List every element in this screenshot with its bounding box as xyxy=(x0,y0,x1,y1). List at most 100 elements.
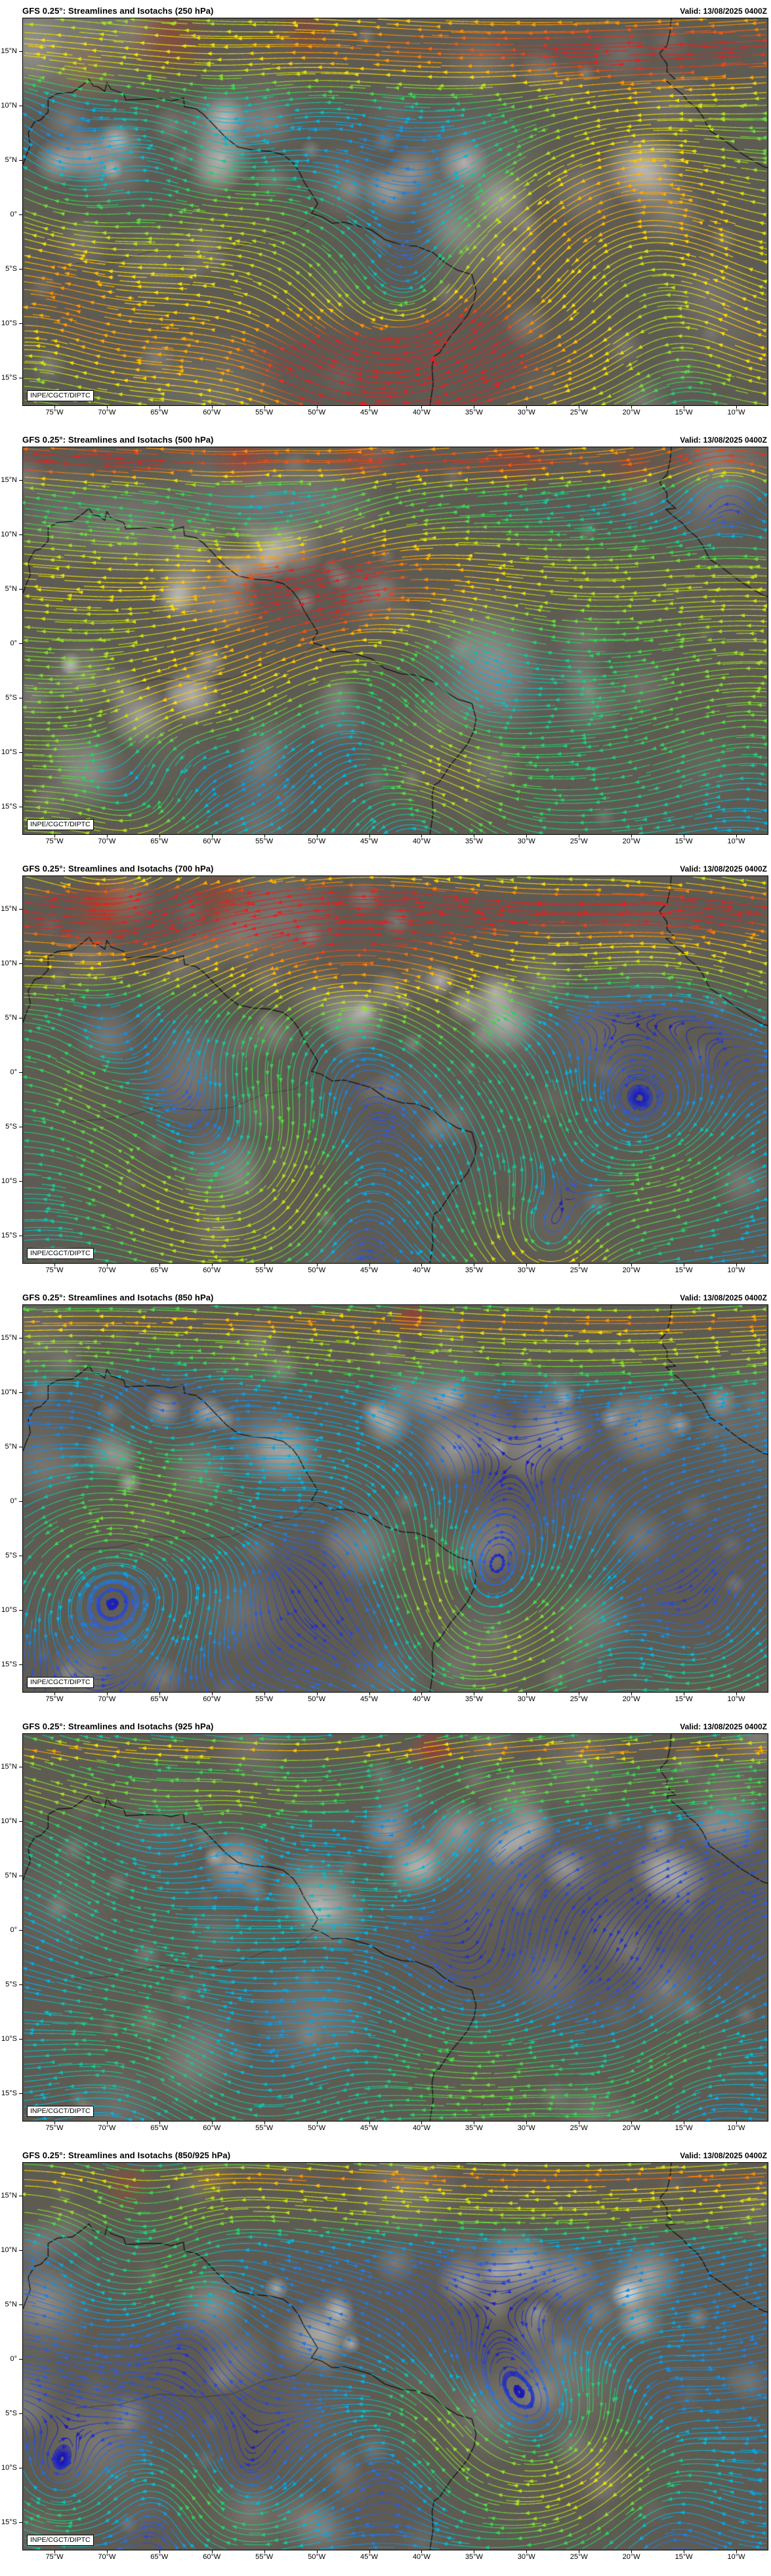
lat-tick xyxy=(19,2522,22,2524)
lon-tick xyxy=(159,1264,160,1266)
lon-tick xyxy=(54,406,55,409)
lon-tick-label: 20°W xyxy=(622,409,640,416)
map-canvas-925hpa xyxy=(22,1733,768,2122)
credit-badge: INPE/CGCT/DIPTC xyxy=(27,390,94,401)
lat-tick xyxy=(19,50,22,52)
lon-tick-label: 10°W xyxy=(727,2553,745,2561)
lon-tick xyxy=(106,1693,108,1695)
credit-badge: INPE/CGCT/DIPTC xyxy=(27,2106,94,2117)
lon-tick-label: 45°W xyxy=(360,2553,379,2561)
lon-tick xyxy=(211,2122,213,2124)
map-area: 15°N 10°N 5°N 0° 5°S 10°S 15°S INPE/CGCT/DIPTC… xyxy=(1,18,768,418)
lon-tick xyxy=(316,835,318,837)
map-frame: INPE/CGCT/DIPTC xyxy=(22,1304,768,1693)
lon-tick-label: 30°W xyxy=(517,2553,535,2561)
lon-tick xyxy=(316,2122,318,2124)
lat-tick-label: 10°S xyxy=(1,1606,17,1615)
lon-axis: 75°W 70°W 65°W 60°W 55°W 50°W 45°W 40°W 35°W 30°W… xyxy=(22,1693,768,1704)
lat-axis: 15°N 10°N 5°N 0° 5°S 10°S 15°S xyxy=(0,1733,22,2122)
lon-tick-label: 65°W xyxy=(150,837,169,845)
lon-tick xyxy=(736,406,738,409)
lon-tick xyxy=(54,2122,55,2124)
lon-tick xyxy=(631,1264,633,1266)
lat-tick-label: 5°S xyxy=(5,1981,17,1989)
lat-tick-label: 15°N xyxy=(1,1333,17,1342)
map-area: 15°N 10°N 5°N 0° 5°S 10°S 15°S INPE/CGCT/DIPTC… xyxy=(1,1733,768,2133)
map-area: 15°N 10°N 5°N 0° 5°S 10°S 15°S INPE/CGCT/DIPTC… xyxy=(1,1304,768,1704)
lon-axis: 75°W 70°W 65°W 60°W 55°W 50°W 45°W 40°W 35°W 30°W… xyxy=(22,835,768,847)
lon-tick-label: 20°W xyxy=(622,1695,640,1703)
panel-title: GFS 0.25°: Streamlines and Isotachs (850… xyxy=(22,1293,214,1302)
lon-tick xyxy=(264,2122,265,2124)
panel-title: GFS 0.25°: Streamlines and Isotachs (925… xyxy=(22,1721,214,1731)
lat-tick-label: 10°S xyxy=(1,2035,17,2043)
credit-badge: INPE/CGCT/DIPTC xyxy=(27,1248,94,1259)
lon-tick xyxy=(264,835,265,837)
lat-tick xyxy=(19,534,22,535)
lat-tick-label: 5°S xyxy=(5,694,17,702)
lon-tick xyxy=(631,1693,633,1695)
lon-tick xyxy=(421,835,423,837)
lon-tick-label: 75°W xyxy=(45,837,64,845)
lat-tick xyxy=(19,160,22,161)
lon-tick-label: 15°W xyxy=(675,2124,693,2132)
lon-tick xyxy=(736,2550,738,2553)
lon-tick xyxy=(369,2122,370,2124)
map-canvas-850hpa xyxy=(22,1304,768,1693)
lat-tick-label: 0° xyxy=(10,1497,17,1506)
lat-tick-label: 10°S xyxy=(1,319,17,328)
lon-tick-label: 55°W xyxy=(255,2553,274,2561)
lon-tick-label: 35°W xyxy=(465,409,483,416)
lon-tick-label: 25°W xyxy=(570,2553,588,2561)
lat-tick xyxy=(19,643,22,645)
panel-925hpa: GFS 0.25°: Streamlines and Isotachs (925… xyxy=(0,1718,771,2147)
credit-badge: INPE/CGCT/DIPTC xyxy=(27,2535,94,2546)
lat-tick xyxy=(19,1664,22,1666)
lon-tick-label: 25°W xyxy=(570,2124,588,2132)
valid-time-label: Valid: 13/08/2025 0400Z xyxy=(680,864,767,874)
lon-tick-label: 30°W xyxy=(517,409,535,416)
lon-tick xyxy=(631,2122,633,2124)
valid-time-label: Valid: 13/08/2025 0400Z xyxy=(680,7,767,16)
lon-tick-label: 15°W xyxy=(675,409,693,416)
credit-badge: INPE/CGCT/DIPTC xyxy=(27,1677,94,1688)
lon-tick-label: 10°W xyxy=(727,1695,745,1703)
lon-tick-label: 40°W xyxy=(412,1266,430,1274)
lon-tick xyxy=(526,406,528,409)
lon-tick-label: 25°W xyxy=(570,837,588,845)
lat-tick xyxy=(19,589,22,590)
valid-time-label: Valid: 13/08/2025 0400Z xyxy=(680,1722,767,1731)
lon-tick xyxy=(316,1264,318,1266)
lon-tick xyxy=(369,835,370,837)
lon-tick xyxy=(106,2550,108,2553)
lat-tick-label: 15°S xyxy=(1,2089,17,2098)
lon-tick xyxy=(369,1693,370,1695)
lat-tick-label: 0° xyxy=(10,1926,17,1935)
lon-tick xyxy=(159,2550,160,2553)
lon-tick-label: 20°W xyxy=(622,837,640,845)
lat-tick-label: 15°S xyxy=(1,1660,17,1669)
lat-tick-label: 15°S xyxy=(1,2518,17,2527)
panel-header: GFS 0.25°: Streamlines and Isotachs (700… xyxy=(22,864,767,874)
lat-tick xyxy=(19,1072,22,1074)
lon-tick-label: 60°W xyxy=(203,1695,221,1703)
lon-tick xyxy=(54,1693,55,1695)
lon-tick xyxy=(369,2550,370,2553)
lat-tick-label: 5°N xyxy=(5,156,17,165)
lat-tick-label: 10°S xyxy=(1,2464,17,2472)
lon-tick-label: 50°W xyxy=(308,1266,326,1274)
lon-tick-label: 25°W xyxy=(570,409,588,416)
lon-tick-label: 40°W xyxy=(412,1695,430,1703)
lon-tick-label: 15°W xyxy=(675,1266,693,1274)
lon-tick-label: 65°W xyxy=(150,409,169,416)
lon-tick xyxy=(54,2550,55,2553)
lon-tick-label: 40°W xyxy=(412,837,430,845)
lon-tick xyxy=(54,835,55,837)
lat-tick-label: 15°N xyxy=(1,1762,17,1771)
panel-850-925hpa: GFS 0.25°: Streamlines and Isotachs (850… xyxy=(0,2147,771,2576)
lat-tick xyxy=(19,2413,22,2415)
lon-tick-label: 40°W xyxy=(412,409,430,416)
lat-tick xyxy=(19,1930,22,1931)
lon-tick-label: 70°W xyxy=(98,837,116,845)
